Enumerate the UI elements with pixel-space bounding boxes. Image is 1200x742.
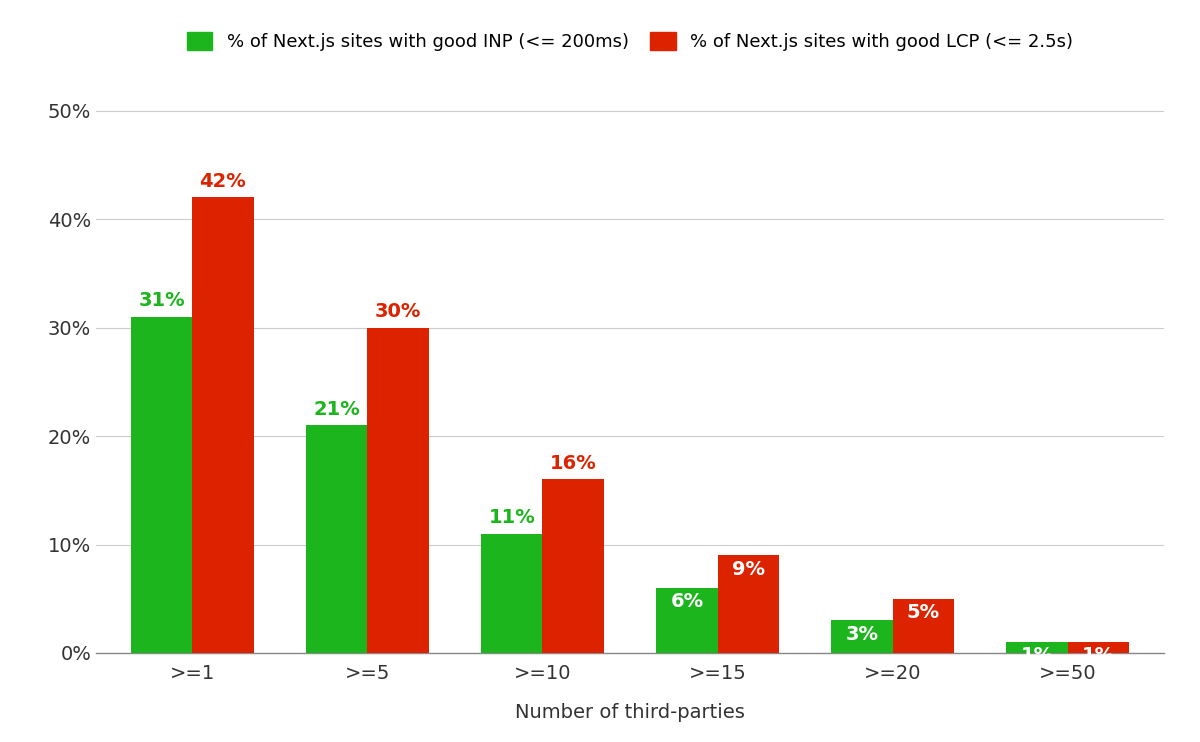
Bar <box>192 197 253 653</box>
Bar <box>1007 642 1068 653</box>
Text: 9%: 9% <box>732 559 764 579</box>
Legend: % of Next.js sites with good INP (<= 200ms), % of Next.js sites with good LCP (<: % of Next.js sites with good INP (<= 200… <box>180 24 1080 59</box>
Text: 21%: 21% <box>313 400 360 418</box>
Text: 1%: 1% <box>1020 646 1054 666</box>
Bar <box>367 328 428 653</box>
Text: 31%: 31% <box>138 292 185 310</box>
Bar <box>656 588 718 653</box>
Bar <box>481 533 542 653</box>
Text: 6%: 6% <box>671 592 703 611</box>
Bar <box>718 555 779 653</box>
Text: 1%: 1% <box>1081 646 1115 666</box>
Bar <box>893 599 954 653</box>
Bar <box>832 620 893 653</box>
Bar <box>1068 642 1129 653</box>
Text: 30%: 30% <box>374 302 421 321</box>
X-axis label: Number of third-parties: Number of third-parties <box>515 703 745 721</box>
Text: 11%: 11% <box>488 508 535 527</box>
Bar <box>306 425 367 653</box>
Text: 42%: 42% <box>199 172 246 191</box>
Text: 16%: 16% <box>550 454 596 473</box>
Text: 5%: 5% <box>907 603 940 622</box>
Text: 3%: 3% <box>846 625 878 644</box>
Bar <box>131 317 192 653</box>
Bar <box>542 479 604 653</box>
